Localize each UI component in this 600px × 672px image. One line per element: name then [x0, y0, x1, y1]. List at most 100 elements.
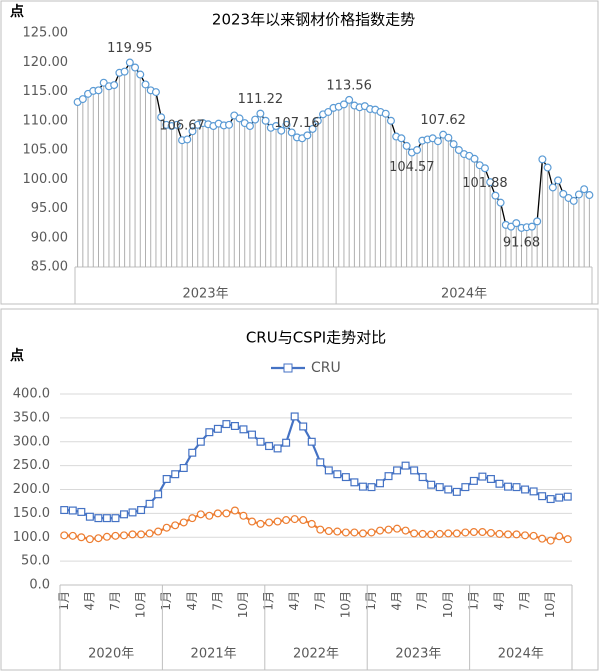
marker — [401, 461, 410, 470]
marker — [574, 190, 583, 199]
marker — [367, 483, 376, 492]
marker — [324, 466, 333, 475]
marker — [137, 530, 146, 539]
marker — [563, 492, 572, 501]
x-tick-label: 10月 — [441, 591, 455, 618]
marker — [162, 474, 171, 483]
marker — [282, 438, 291, 447]
y-tick-label: 100.0 — [13, 530, 50, 545]
marker — [94, 86, 103, 95]
panel-frame — [0, 0, 599, 305]
marker — [527, 222, 536, 231]
marker — [196, 510, 205, 519]
chart-title: 2023年以来钢材价格指数走势 — [212, 11, 415, 29]
marker — [478, 472, 487, 481]
panel-frame — [0, 308, 599, 671]
marker — [128, 508, 137, 517]
marker — [316, 525, 325, 534]
x-tick-label: 1月 — [262, 591, 276, 611]
marker — [427, 480, 436, 489]
marker — [486, 474, 495, 483]
marker — [125, 58, 134, 67]
marker — [111, 514, 120, 523]
marker — [339, 100, 348, 109]
marker — [585, 191, 594, 200]
y-tick-label: 85.00 — [31, 260, 68, 275]
marker — [272, 122, 281, 131]
marker — [478, 527, 487, 536]
x-tick-label: 1月 — [159, 591, 173, 611]
marker — [569, 196, 578, 205]
data-label: 107.62 — [420, 113, 466, 128]
y-tick-label: 50.0 — [21, 554, 50, 569]
marker — [435, 529, 444, 538]
marker — [350, 528, 359, 537]
marker — [324, 527, 333, 536]
marker — [444, 485, 453, 494]
marker — [345, 95, 354, 104]
y-tick-label: 150.0 — [13, 506, 50, 521]
marker — [261, 116, 270, 125]
legend-marker — [283, 363, 293, 373]
x-tick-label: 1月 — [57, 591, 71, 611]
marker — [376, 526, 385, 535]
marker — [290, 515, 299, 524]
marker — [384, 472, 393, 481]
marker — [85, 512, 94, 521]
marker — [102, 514, 111, 523]
marker — [533, 217, 542, 226]
y-axis-label: 点 — [10, 3, 24, 20]
marker — [384, 525, 393, 534]
marker — [102, 532, 111, 541]
y-tick-label: 250.0 — [13, 458, 50, 473]
data-label: 104.57 — [389, 160, 435, 175]
marker — [548, 183, 557, 192]
marker — [265, 518, 274, 527]
marker — [381, 109, 390, 118]
marker — [313, 116, 322, 125]
x-tick-label: 10月 — [134, 591, 148, 618]
marker — [120, 67, 129, 76]
marker — [282, 120, 291, 129]
marker — [171, 470, 180, 479]
marker — [239, 511, 248, 520]
marker — [162, 523, 171, 532]
marker — [111, 531, 120, 540]
marker — [307, 437, 316, 446]
marker — [265, 442, 274, 451]
y-tick-label: 125.00 — [23, 26, 69, 41]
marker — [495, 479, 504, 488]
x-tick-label: 10月 — [236, 591, 250, 618]
group-label: 2021年 — [191, 647, 237, 662]
x-tick-label: 1月 — [364, 591, 378, 611]
y-tick-label: 110.00 — [23, 113, 69, 128]
marker — [128, 530, 137, 539]
y-tick-label: 400.0 — [13, 387, 50, 402]
marker — [486, 178, 495, 187]
marker — [136, 70, 145, 79]
data-label: 107.16 — [274, 116, 320, 131]
marker — [282, 516, 291, 525]
data-label: 111.22 — [238, 92, 284, 107]
y-tick-label: 115.00 — [23, 84, 69, 99]
marker — [538, 492, 547, 501]
marker — [316, 458, 325, 467]
marker — [151, 88, 160, 97]
marker — [308, 124, 317, 133]
marker — [145, 529, 154, 538]
marker — [367, 528, 376, 537]
group-label: 2024年 — [441, 287, 487, 302]
group-label: 2024年 — [498, 647, 544, 662]
y-tick-label: 100.00 — [23, 172, 69, 187]
marker — [496, 198, 505, 207]
marker — [461, 483, 470, 492]
marker — [333, 470, 342, 479]
marker — [179, 464, 188, 473]
marker — [154, 527, 163, 536]
marker — [235, 114, 244, 123]
marker — [521, 531, 530, 540]
marker — [68, 506, 77, 515]
legend-label: CRU — [311, 360, 341, 376]
marker — [273, 444, 282, 453]
marker — [480, 164, 489, 173]
